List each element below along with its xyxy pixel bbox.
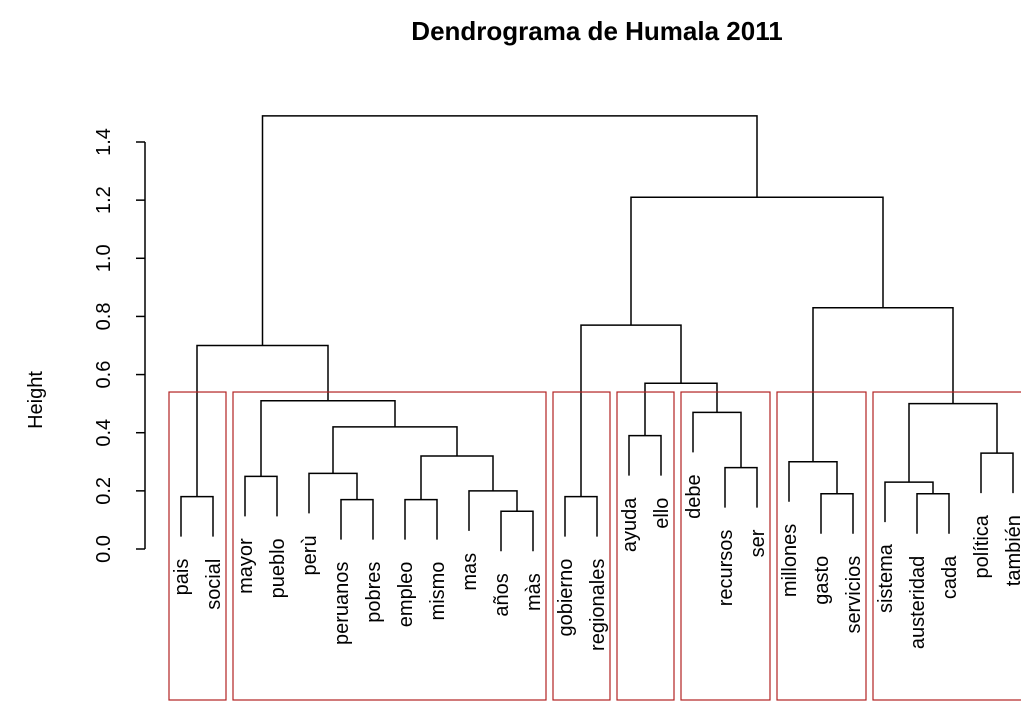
dendrogram-branch [630,196,884,326]
cluster-box [680,391,771,701]
leaf-label: mismo [427,562,449,621]
leaf-label: sistema [875,543,897,613]
leaf-label: servicios [843,556,865,634]
dendrogram-branch [564,495,598,537]
leaf-label: pais [171,559,193,596]
cluster-box [776,391,867,701]
leaf-label: cada [939,555,961,599]
y-tick-label: 1.0 [93,244,115,272]
dendrogram-branch [628,434,662,476]
dendrogram-branch [180,495,214,537]
y-tick-label: 1.2 [93,186,115,214]
y-axis-label: Height [25,371,47,429]
cluster-box [616,391,675,701]
leaf-label: mas [459,553,481,591]
dendrogram-branch [692,411,742,468]
dendrogram-branch [812,306,954,462]
chart-title: Dendrograma de Humala 2011 [411,16,782,46]
y-tick-label: 0.4 [93,419,115,447]
dendrogram-branch [340,498,374,540]
dendrogram-branch [820,493,854,534]
leaf-label: debe [683,474,705,518]
leaf-label: millones [779,524,801,597]
leaf-label: peruanos [331,562,353,645]
dendrogram-branch [332,426,458,474]
dendrogram-branch [916,493,950,534]
dendrogram-branch [244,475,278,517]
y-tick-label: 0.8 [93,303,115,331]
leaf-label: también [1003,515,1021,586]
dendrogram-branch [580,324,682,497]
leaf-label: ayuda [619,497,641,552]
cluster-box [232,391,547,701]
y-tick-label: 0.0 [93,535,115,563]
dendrogram-branch [644,382,718,436]
dendrogram-branch [788,461,838,502]
leaf-label: recursos [715,530,737,607]
dendrogram-branch [980,452,1014,494]
cluster-box [872,391,1021,701]
dendrogram-branch [404,498,438,540]
leaf-label: ser [747,529,769,557]
leaf-label: política [971,514,993,578]
dendrogram-branch [260,399,396,477]
leaf-label: gobierno [555,559,577,637]
leaf-label: màs [523,573,545,611]
leaf-label: social [203,559,225,610]
dendrogram-branch [420,455,494,500]
dendrogram-branch [500,510,534,552]
leaf-label: mayor [235,538,257,594]
leaf-label: pobres [363,562,385,623]
leaf-label: pueblo [267,538,289,598]
dendrogram-branch [724,466,758,508]
cluster-box [552,391,611,701]
leaf-label: años [491,573,513,616]
dendrogram-branch [884,481,934,523]
leaf-label: gasto [811,556,833,605]
y-tick-label: 1.4 [93,128,115,156]
dendrogram-branch [908,402,998,483]
leaf-label: perù [299,535,321,575]
cluster-box [168,391,227,701]
leaf-label: regionales [587,559,609,651]
y-tick-label: 0.2 [93,477,115,505]
leaf-label: empleo [395,562,417,628]
leaf-label: ello [651,498,673,529]
y-tick-label: 0.6 [93,361,115,389]
dendrogram-branch [308,472,358,514]
leaf-label: austeridad [907,556,929,649]
dendrogram-branch [261,115,758,346]
